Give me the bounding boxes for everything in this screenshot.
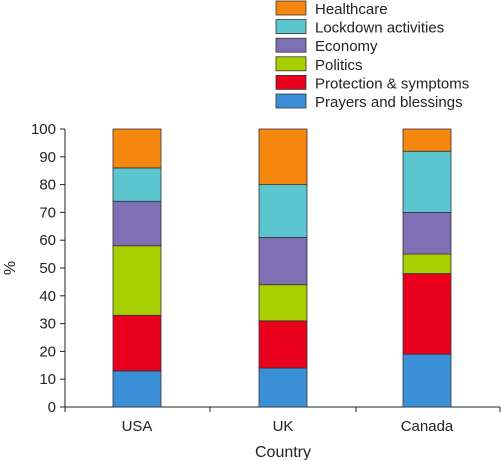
bar-usa-healthcare — [112, 128, 162, 169]
y-axis: 0 10 20 30 40 50 60 70 80 90 100 — [31, 121, 66, 416]
bar-uk-healthcare — [258, 128, 308, 185]
bar-uk-economy — [258, 237, 308, 286]
bar-uk-politics — [258, 284, 308, 322]
legend-label-protection-symptoms: Protection & symptoms — [315, 75, 469, 92]
y-tick-label: 10 — [39, 371, 56, 388]
bar-canada-healthcare — [402, 128, 452, 152]
x-axis-title: Country — [255, 444, 311, 460]
x-tick-label-uk: UK — [273, 418, 294, 435]
legend-label-economy: Economy — [315, 38, 378, 55]
legend-label-politics: Politics — [315, 57, 363, 74]
y-tick-label: 80 — [39, 177, 56, 194]
legend-label-healthcare: Healthcare — [315, 1, 388, 18]
legend-swatch-politics — [275, 56, 307, 72]
y-tick-label: 30 — [39, 316, 56, 333]
legend-swatch-healthcare — [275, 0, 307, 16]
y-tick-label: 50 — [39, 260, 56, 277]
y-tick-label: 60 — [39, 232, 56, 249]
y-tick-label: 0 — [48, 399, 56, 416]
bar-uk-protection-symptoms — [258, 320, 308, 369]
bar-uk-prayers-and-blessings — [258, 367, 308, 408]
legend-label-prayers-and-blessings: Prayers and blessings — [315, 94, 463, 111]
x-tick-label-canada: Canada — [401, 418, 454, 435]
bar-canada-politics — [402, 253, 452, 274]
bar-usa-protection-symptoms — [112, 314, 162, 372]
y-tick-label: 90 — [39, 149, 56, 166]
bar-canada-protection-symptoms — [402, 273, 452, 355]
bar-canada-economy — [402, 211, 452, 255]
legend-swatch-protection-symptoms — [275, 75, 307, 90]
bar-canada-lockdown-activities — [402, 150, 452, 213]
legend-swatch-economy — [275, 37, 307, 53]
y-axis-title: % — [2, 261, 19, 275]
legend-swatch-prayers-and-blessings — [275, 93, 307, 109]
x-tick-label-usa: USA — [122, 418, 153, 435]
legend-label-lockdown-activities: Lockdown activities — [315, 20, 444, 37]
y-tick-label: 70 — [39, 204, 56, 221]
bars — [112, 128, 452, 408]
bar-usa-prayers-and-blessings — [112, 370, 162, 408]
bar-usa-economy — [112, 200, 162, 247]
y-tick-label: 20 — [39, 343, 56, 360]
bar-canada-prayers-and-blessings — [402, 353, 452, 408]
bar-uk-lockdown-activities — [258, 184, 308, 238]
bar-usa-politics — [112, 245, 162, 316]
y-tick-label: 40 — [39, 288, 56, 305]
legend-swatch-lockdown-activities — [275, 19, 307, 35]
bar-usa-lockdown-activities — [112, 167, 162, 202]
y-tick-label: 100 — [31, 121, 56, 138]
x-axis: USA UK Canada — [64, 406, 501, 435]
